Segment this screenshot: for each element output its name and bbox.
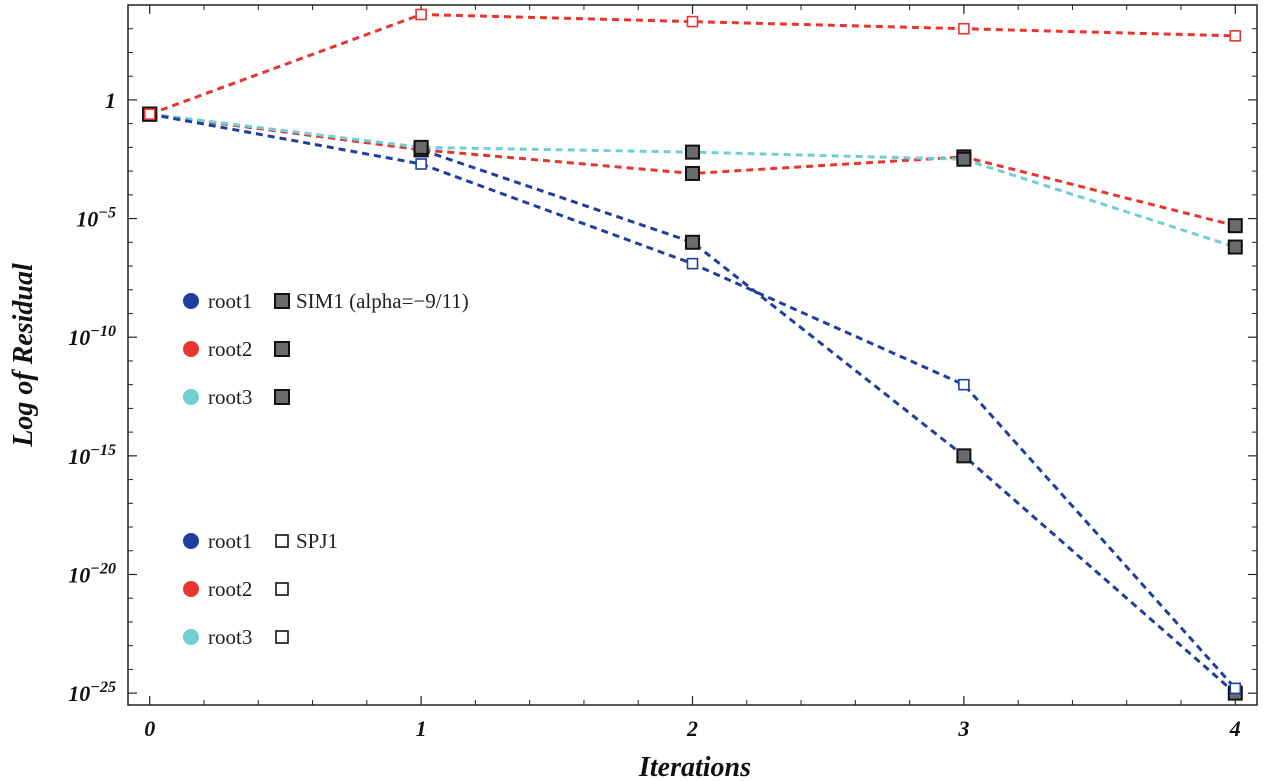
x-tick-label: 4: [1229, 716, 1241, 741]
legend-color-dot: [183, 533, 199, 549]
legend-label: root3: [208, 385, 252, 409]
y-tick-label: 10−20: [68, 560, 116, 587]
legend-marker-open: [275, 582, 289, 596]
legend-label: root1: [208, 529, 252, 553]
series-lines: [149, 12, 1237, 695]
y-tick-label: 10−15: [68, 442, 116, 469]
axis-ticks: [128, 4, 1257, 705]
data-point-open: [1229, 682, 1242, 695]
y-tick-label: 1: [105, 88, 116, 113]
legend-marker-open: [275, 630, 289, 644]
series-line: [149, 12, 1236, 116]
data-point-filled: [685, 144, 700, 160]
x-tick-label: 3: [957, 716, 969, 741]
data-point-open: [1229, 30, 1242, 42]
series-line: [149, 112, 1237, 690]
data-point-filled: [1227, 239, 1243, 255]
data-point-filled: [413, 139, 429, 155]
data-point-open: [958, 22, 970, 35]
x-tick-label: 2: [686, 716, 698, 741]
legend-marker-filled: [274, 389, 290, 405]
series-line: [149, 112, 1237, 695]
x-tick-label: 1: [416, 716, 427, 741]
data-point-open: [958, 378, 970, 391]
y-axis-title: Log of Residual: [8, 263, 39, 448]
y-tick-labels: 1 10−5 10−10 10−15 10−20 10−25: [68, 88, 116, 706]
legend-marker-open: [275, 534, 289, 548]
legend-group-label: SPJ1: [296, 529, 338, 553]
legend-color-dot: [183, 629, 199, 645]
data-point-open: [686, 15, 699, 28]
data-point-filled: [956, 151, 972, 167]
legend-label: root2: [208, 577, 252, 601]
y-tick-label: 10−10: [68, 323, 116, 350]
legend-color-dot: [183, 581, 199, 597]
data-point-filled: [685, 234, 700, 250]
x-tick-label: 0: [144, 716, 155, 741]
legend-color-dot: [183, 341, 199, 357]
legend-color-dot: [183, 389, 199, 405]
legend: root1 SIM1 (alpha=−9/11) root2 root3 root1 SP…: [183, 289, 469, 649]
x-axis-title: Iterations: [638, 752, 751, 781]
legend-label: root3: [208, 625, 252, 649]
data-point-filled: [956, 448, 972, 464]
legend-marker-filled: [274, 341, 290, 357]
legend-color-dot: [183, 293, 199, 309]
data-point-open: [415, 8, 427, 21]
legend-label: root1: [208, 289, 252, 313]
x-tick-labels: 0 1 2 3 4: [144, 716, 1241, 741]
data-point-filled: [1227, 218, 1243, 234]
legend-label: root2: [208, 337, 252, 361]
data-point-filled: [685, 165, 700, 181]
legend-marker-filled: [274, 293, 290, 309]
plot-frame: [127, 4, 1258, 706]
legend-group-label: SIM1 (alpha=−9/11): [296, 289, 469, 313]
data-point-open: [143, 108, 156, 120]
y-tick-label: 10−25: [68, 679, 116, 706]
data-point-open: [686, 257, 699, 270]
data-point-open: [415, 158, 427, 170]
y-tick-label: 10−5: [76, 205, 116, 232]
series-markers: [142, 8, 1243, 701]
